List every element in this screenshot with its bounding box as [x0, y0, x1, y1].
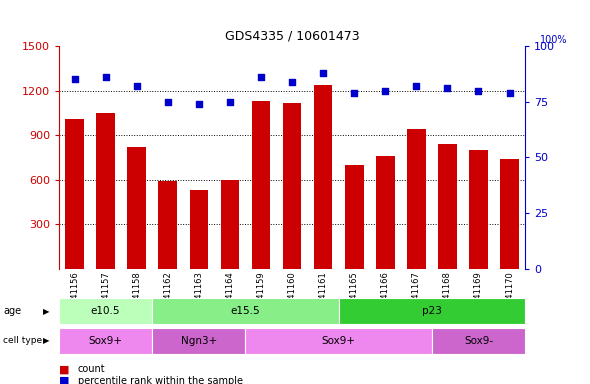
Point — [442, 85, 452, 91]
Text: 100%: 100% — [540, 35, 568, 45]
Point — [349, 90, 359, 96]
Text: e15.5: e15.5 — [231, 306, 260, 316]
Bar — [252, 101, 270, 269]
Text: ▶: ▶ — [43, 307, 50, 316]
Point — [256, 74, 266, 80]
Bar — [500, 159, 519, 269]
Bar — [65, 119, 84, 269]
Bar — [159, 181, 177, 269]
Title: GDS4335 / 10601473: GDS4335 / 10601473 — [225, 29, 359, 42]
Bar — [283, 103, 301, 269]
Text: ■: ■ — [59, 376, 70, 384]
Bar — [432, 328, 525, 354]
Point — [132, 83, 142, 89]
Text: ▶: ▶ — [43, 336, 50, 346]
Bar — [407, 129, 425, 269]
Point — [70, 76, 79, 83]
Text: Sox9+: Sox9+ — [88, 336, 123, 346]
Point — [319, 70, 328, 76]
Bar — [345, 165, 363, 269]
Bar — [127, 147, 146, 269]
Point — [505, 90, 514, 96]
Bar — [96, 113, 115, 269]
Text: Sox9-: Sox9- — [464, 336, 493, 346]
Text: percentile rank within the sample: percentile rank within the sample — [78, 376, 243, 384]
Text: age: age — [3, 306, 21, 316]
Bar — [59, 328, 152, 354]
Bar — [221, 180, 239, 269]
Point — [412, 83, 421, 89]
Bar — [59, 298, 152, 324]
Bar — [314, 85, 332, 269]
Bar — [469, 150, 488, 269]
Point — [225, 99, 235, 105]
Bar — [376, 156, 395, 269]
Point — [287, 79, 297, 85]
Point — [474, 88, 483, 94]
Bar — [339, 298, 525, 324]
Text: ■: ■ — [59, 364, 70, 374]
Text: p23: p23 — [422, 306, 442, 316]
Text: Ngn3+: Ngn3+ — [181, 336, 217, 346]
Bar — [438, 144, 457, 269]
Text: count: count — [78, 364, 106, 374]
Bar — [189, 190, 208, 269]
Point — [194, 101, 204, 107]
Text: e10.5: e10.5 — [91, 306, 120, 316]
Point — [163, 99, 172, 105]
Text: Sox9+: Sox9+ — [322, 336, 356, 346]
Point — [381, 88, 390, 94]
Bar — [245, 328, 432, 354]
Bar — [152, 328, 245, 354]
Point — [101, 74, 110, 80]
Bar — [152, 298, 339, 324]
Text: cell type: cell type — [3, 336, 42, 346]
